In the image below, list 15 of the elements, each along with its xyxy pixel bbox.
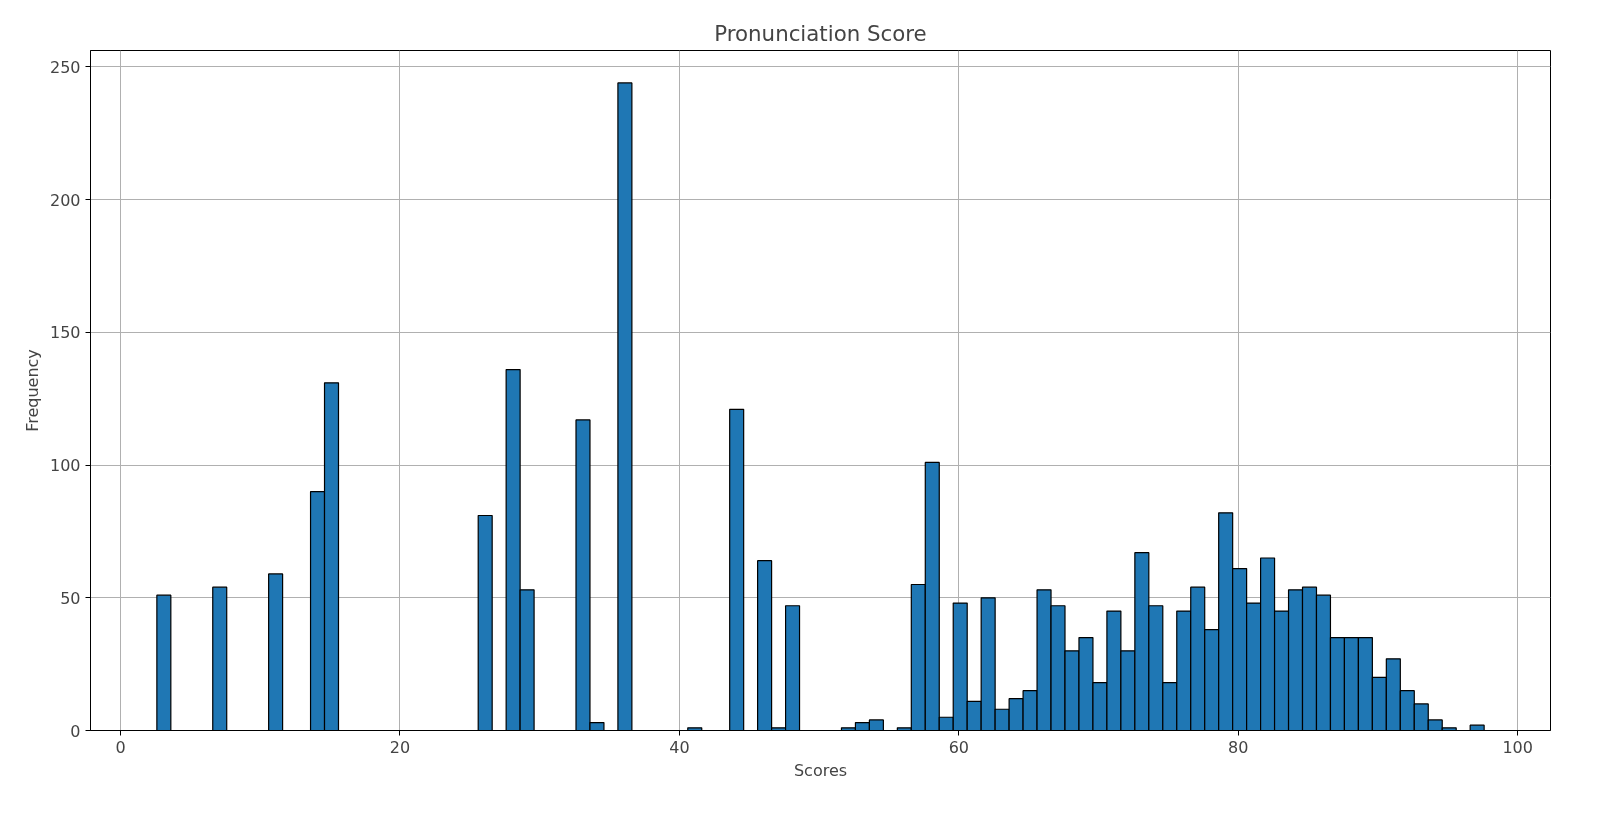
y-tick-label: 100	[49, 456, 81, 476]
x-tick-label: 60	[948, 737, 969, 757]
x-axis-title: Scores	[793, 760, 848, 780]
x-tick-label: 0	[115, 737, 126, 757]
x-tick-label: 100	[1502, 737, 1533, 757]
y-tick-label: 0	[70, 721, 81, 741]
x-tick-label: 20	[389, 737, 411, 757]
y-tick-label: 250	[49, 57, 81, 77]
y-tick-label: 150	[49, 323, 81, 343]
y-tick-label: 50	[60, 588, 81, 608]
x-tick-label: 40	[669, 737, 690, 757]
y-axis-title: Frequency	[22, 349, 42, 432]
chart-title: Pronunciation Score	[714, 20, 927, 46]
x-tick-label: 80	[1228, 737, 1249, 757]
y-tick-label: 200	[49, 190, 81, 210]
